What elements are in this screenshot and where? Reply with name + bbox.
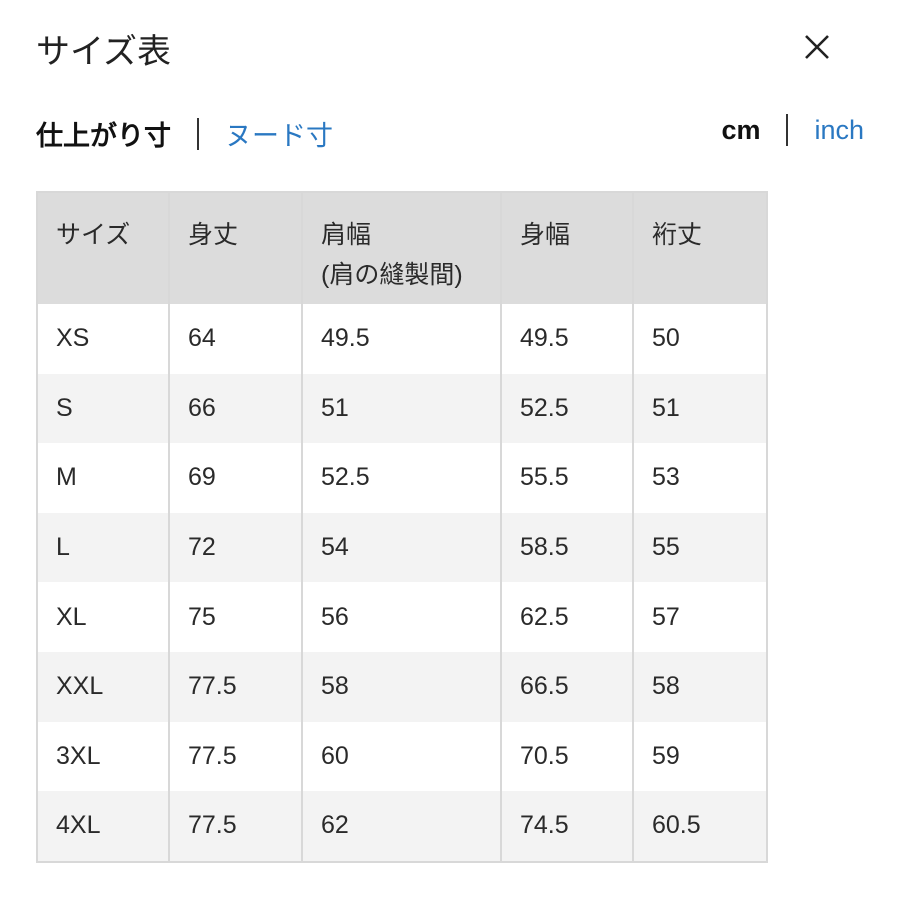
measurement-cell: 66: [168, 373, 303, 444]
column-header: 身幅: [500, 192, 634, 304]
column-header-label: 身幅: [520, 221, 571, 249]
size-label-cell: S: [36, 373, 170, 444]
divider: [786, 114, 789, 146]
measurement-cell: 58.5: [500, 512, 634, 583]
measurement-cell: 62.5: [500, 582, 634, 652]
measurement-cell: 58: [632, 651, 768, 722]
measurement-cell: 57: [632, 582, 768, 652]
column-header: 裄丈: [632, 192, 768, 304]
size-label-cell: L: [36, 512, 170, 583]
page-title: サイズ表: [36, 33, 171, 71]
column-header: 身丈: [168, 192, 303, 304]
column-header-label: サイズ: [56, 221, 131, 249]
table-row: XXL 77.5 58 66.5 58: [36, 651, 768, 722]
measurement-cell: 54: [301, 512, 502, 583]
divider: [197, 117, 199, 150]
measurement-cell: 52.5: [500, 373, 634, 444]
close-icon: [805, 35, 829, 59]
measurement-cell: 49.5: [301, 304, 502, 374]
measurement-cell: 60: [301, 721, 502, 792]
measurement-cell: 60.5: [632, 791, 768, 862]
measurement-cell: 49.5: [500, 304, 634, 374]
size-table: サイズ 身丈 肩幅 (肩の縫製間) 身幅 裄丈 XS 64 49.5 49.5 50 S 66 51 52…: [36, 191, 768, 863]
column-header-sublabel: (肩の縫製間): [321, 261, 463, 289]
measurement-cell: 72: [168, 512, 303, 583]
tab-body-size[interactable]: ヌード寸: [225, 121, 333, 151]
measurement-cell: 77.5: [168, 791, 303, 862]
measurement-cell: 51: [301, 373, 502, 444]
table-row: L 72 54 58.5 55: [36, 512, 768, 583]
table-row: XS 64 49.5 49.5 50: [36, 304, 768, 374]
close-button[interactable]: [796, 26, 838, 68]
measurement-cell: 74.5: [500, 791, 634, 862]
unit-inch[interactable]: inch: [814, 114, 864, 145]
column-header-label: 身丈: [188, 221, 239, 249]
measurement-cell: 56: [301, 582, 502, 652]
table-row: S 66 51 52.5 51: [36, 373, 768, 444]
measurement-cell: 50: [632, 304, 768, 374]
unit-toggle: cm inch: [721, 114, 864, 146]
table-row: 3XL 77.5 60 70.5 59: [36, 721, 768, 792]
measurement-cell: 70.5: [500, 721, 634, 792]
measurement-cell: 62: [301, 791, 502, 862]
size-label-cell: XXL: [36, 651, 170, 722]
size-label-cell: 3XL: [36, 721, 170, 792]
measurement-cell: 66.5: [500, 651, 634, 722]
measurement-type-toggle: 仕上がり寸 ヌード寸: [36, 114, 333, 153]
tab-finished-size[interactable]: 仕上がり寸: [36, 121, 171, 151]
size-label-cell: M: [36, 443, 170, 513]
measurement-cell: 58: [301, 651, 502, 722]
table-row: M 69 52.5 55.5 53: [36, 443, 768, 513]
measurement-cell: 69: [168, 443, 303, 513]
column-header: サイズ: [36, 192, 170, 304]
measurement-cell: 55.5: [500, 443, 634, 513]
unit-cm[interactable]: cm: [721, 114, 761, 145]
measurement-cell: 53: [632, 443, 768, 513]
measurement-cell: 64: [168, 304, 303, 374]
size-label-cell: 4XL: [36, 791, 170, 862]
column-header-label: 裄丈: [652, 221, 703, 249]
measurement-cell: 55: [632, 512, 768, 583]
measurement-cell: 52.5: [301, 443, 502, 513]
measurement-cell: 77.5: [168, 721, 303, 792]
table-row: XL 75 56 62.5 57: [36, 582, 768, 652]
size-label-cell: XL: [36, 582, 170, 652]
measurement-cell: 59: [632, 721, 768, 792]
table-header-row: サイズ 身丈 肩幅 (肩の縫製間) 身幅 裄丈: [36, 192, 768, 304]
measurement-cell: 51: [632, 373, 768, 444]
size-label-cell: XS: [36, 304, 170, 374]
column-header: 肩幅 (肩の縫製間): [301, 192, 502, 304]
measurement-cell: 75: [168, 582, 303, 652]
column-header-label: 肩幅: [321, 221, 372, 249]
table-row: 4XL 77.5 62 74.5 60.5: [36, 791, 768, 862]
measurement-cell: 77.5: [168, 651, 303, 722]
